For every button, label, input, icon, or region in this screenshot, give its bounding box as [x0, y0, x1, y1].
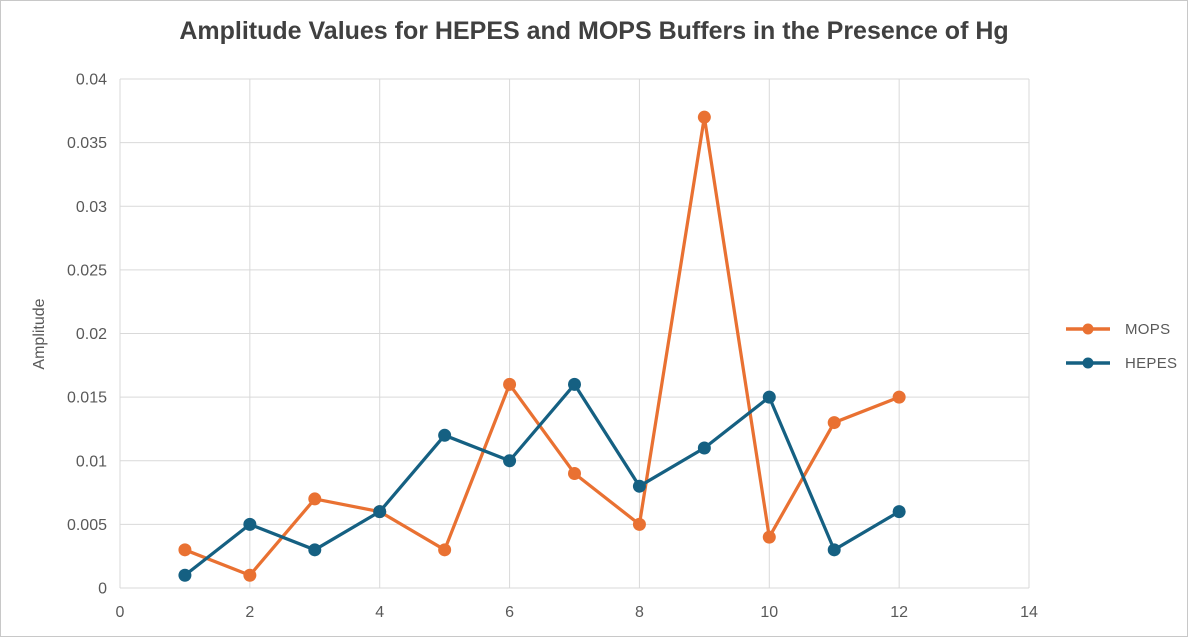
hepes-data-point [308, 543, 322, 557]
hepes-data-point [762, 390, 776, 404]
x-tick-label: 12 [890, 604, 908, 621]
mops-data-point [438, 543, 452, 557]
legend-label-mops: MOPS [1125, 320, 1171, 338]
hepes-data-point [568, 377, 581, 391]
mops-data-point [503, 377, 517, 391]
mops-data-point [697, 110, 711, 124]
hepes-data-point [503, 454, 517, 468]
legend: MOPS HEPES [1065, 312, 1177, 380]
y-tick-label: 0.04 [76, 72, 107, 89]
legend-label-hepes: HEPES [1125, 354, 1178, 372]
mops-data-point [178, 543, 192, 557]
y-tick-label: 0.03 [76, 199, 107, 216]
hepes-data-point [373, 505, 387, 519]
mops-data-point [568, 466, 581, 480]
mops-data-point [827, 416, 841, 430]
mops-data-point [892, 390, 906, 404]
y-tick-label: 0.025 [67, 262, 107, 279]
y-tick-label: 0.005 [67, 517, 107, 534]
y-tick-label: 0.01 [76, 453, 107, 470]
x-tick-label: 10 [760, 604, 778, 621]
y-tick-label: 0 [98, 581, 107, 598]
hepes-data-point [632, 479, 646, 493]
x-tick-label: 8 [635, 604, 644, 621]
x-tick-label: 6 [505, 604, 514, 621]
mops-line [183, 115, 901, 577]
y-tick-label: 0.02 [76, 326, 107, 343]
legend-item-hepes[interactable]: HEPES [1065, 346, 1177, 380]
x-tick-label: 4 [375, 604, 384, 621]
chart-title: Amplitude Values for HEPES and MOPS Buff… [179, 17, 1009, 45]
hepes-line [183, 382, 901, 577]
mops-line-marker-icon [1066, 323, 1110, 335]
x-tick-label: 14 [1020, 604, 1038, 621]
mops-data-point [762, 530, 776, 544]
mops-data-point [243, 568, 257, 582]
y-tick-label: 0.035 [67, 135, 107, 152]
mops-data-point [632, 517, 646, 531]
hepes-data-point [438, 428, 452, 442]
y-tick-label: 0.015 [67, 390, 107, 407]
x-tick-label: 0 [116, 604, 125, 621]
hepes-data-point [243, 517, 257, 531]
hepes-data-point [697, 441, 711, 455]
mops-data-point [308, 492, 322, 506]
hepes-line-marker-icon [1066, 357, 1110, 369]
hepes-data-point [827, 543, 841, 557]
legend-item-mops[interactable]: MOPS [1065, 312, 1177, 346]
x-tick-label: 2 [245, 604, 254, 621]
hepes-data-point [892, 505, 906, 519]
hepes-data-point [178, 568, 192, 582]
